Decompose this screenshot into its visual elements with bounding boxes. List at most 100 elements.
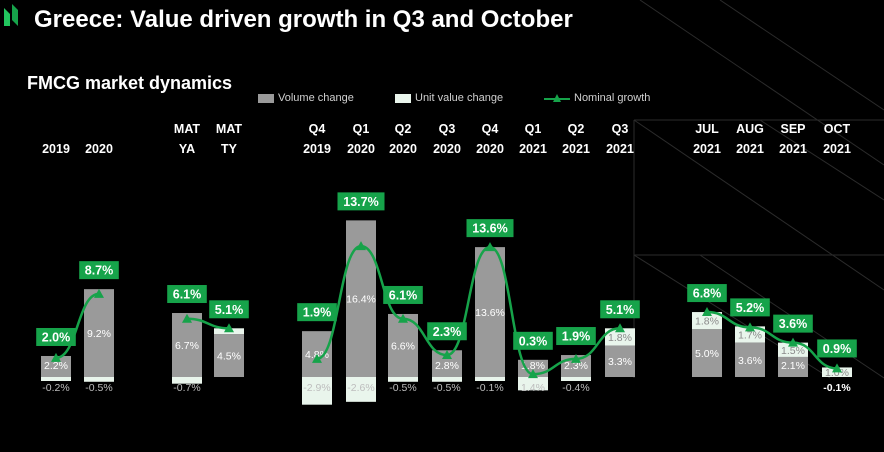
nominal-value-label: 0.9%: [823, 342, 852, 356]
category-label-bottom: 2021: [779, 142, 807, 156]
nominal-value-badge: 3.6%: [773, 314, 813, 333]
nominal-badge-box: [773, 314, 813, 333]
unit-value-bar: [84, 377, 114, 382]
unit-value-bar: [692, 312, 722, 330]
category-label-top: Q4: [482, 122, 499, 136]
nominal-badge-box: [730, 298, 770, 317]
unit-value-label: 1.7%: [738, 330, 762, 342]
category-label-top: Q2: [395, 122, 412, 136]
nominal-value-label: 1.9%: [303, 306, 332, 320]
nominal-marker-icon: [312, 353, 322, 363]
nominal-badge-box: [79, 261, 119, 280]
nominal-value-badge: 5.2%: [730, 298, 770, 317]
category-label-top: Q3: [439, 122, 456, 136]
nominal-value-badge: 1.9%: [297, 303, 337, 322]
chart-subtitle: FMCG market dynamics: [27, 73, 233, 93]
nominal-marker-icon: [182, 313, 192, 323]
unit-value-label: -0.5%: [85, 382, 112, 394]
unit-value-bar: [605, 328, 635, 346]
unit-value-bar: [172, 377, 202, 384]
category-label-bottom: 2021: [823, 142, 851, 156]
category-label-bottom: 2021: [562, 142, 590, 156]
unit-value-bar: [302, 377, 332, 405]
volume-value-label: 2.8%: [435, 360, 459, 372]
nominal-badge-box: [383, 285, 423, 304]
nominal-marker-icon: [224, 323, 234, 333]
nominal-value-label: 13.7%: [343, 195, 378, 209]
volume-bar: [41, 355, 71, 377]
category-label-top: OCT: [824, 122, 851, 136]
volume-value-label: 3.3%: [608, 356, 632, 368]
volume-bar: [84, 289, 114, 377]
category-label-bottom: 2020: [476, 142, 504, 156]
nominal-value-label: 2.0%: [42, 330, 71, 344]
nominal-value-badge: 13.6%: [466, 219, 514, 238]
unit-value-bar: [561, 377, 591, 381]
volume-bar: [214, 334, 244, 377]
nominal-badge-box: [556, 327, 596, 346]
slide-title: Greece: Value driven growth in Q3 and Oc…: [34, 6, 573, 33]
volume-value-label: 16.4%: [346, 294, 376, 306]
nominal-marker-icon: [528, 369, 538, 379]
nominal-badge-box: [36, 327, 76, 346]
volume-value-label: 3.6%: [738, 355, 762, 367]
legend-volume-label: Volume change: [278, 92, 354, 104]
unit-value-label: -0.5%: [389, 382, 416, 394]
legend-item-volume: Volume change: [258, 92, 354, 104]
category-label-bottom: 2021: [736, 142, 764, 156]
unit-value-bar: [346, 377, 376, 402]
nominal-badge-box: [167, 285, 207, 304]
volume-value-label: 2.2%: [44, 360, 68, 372]
pattern-line: [633, 119, 884, 291]
category-label-bottom: 2021: [693, 142, 721, 156]
nominal-value-badge: 6.1%: [383, 285, 423, 304]
nominal-value-label: 8.7%: [85, 264, 114, 278]
nominal-value-badge: 6.8%: [687, 284, 727, 303]
volume-value-label: 6.6%: [391, 340, 415, 352]
unit-value-label: -0.4%: [562, 382, 589, 394]
unit-value-label: 1.4%: [521, 382, 545, 394]
nominal-value-badge: 8.7%: [79, 261, 119, 280]
nominal-marker-icon: [832, 363, 842, 373]
nominal-badge-box: [817, 339, 857, 358]
unit-value-bar: [518, 377, 548, 391]
nominal-badge-box: [687, 284, 727, 303]
unit-value-swatch-icon: [395, 93, 411, 103]
volume-bar: [778, 356, 808, 377]
category-label-bottom: YA: [179, 142, 195, 156]
oct-below-label: -0.1%: [823, 382, 851, 394]
nominal-value-badge: 0.3%: [513, 331, 553, 350]
pattern-line: [639, 0, 884, 166]
nominal-value-badge: 2.3%: [427, 322, 467, 341]
legend-item-unit-value: Unit value change: [395, 92, 503, 104]
unit-value-label: 1.0%: [825, 367, 849, 379]
unit-value-label: -0.5%: [433, 382, 460, 394]
category-label-top: MAT: [174, 122, 201, 136]
pattern-line: [759, 119, 884, 201]
category-label-top: AUG: [736, 122, 764, 136]
nominal-value-label: 5.1%: [606, 303, 635, 317]
category-label-top: MAT: [216, 122, 243, 136]
background-pattern: [633, 0, 884, 379]
volume-value-label: 4.5%: [217, 351, 241, 363]
nominal-value-label: 13.6%: [472, 222, 507, 236]
volume-value-label: 2.3%: [564, 360, 588, 372]
nominal-value-label: 6.1%: [389, 288, 418, 302]
nominal-marker-icon: [94, 288, 104, 298]
category-label-top: Q2: [568, 122, 585, 136]
nominal-badge-box: [209, 300, 249, 319]
volume-value-label: 5.0%: [695, 348, 719, 360]
legend-unit-value-label: Unit value change: [415, 92, 504, 104]
category-label-bottom: 2021: [606, 142, 634, 156]
unit-value-bar: [778, 342, 808, 357]
nominal-marker-icon: [356, 241, 366, 251]
nominal-value-label: 3.6%: [779, 317, 808, 331]
nominal-marker-icon: [788, 337, 798, 347]
nominal-badge-box: [513, 331, 553, 350]
category-label-bottom: TY: [221, 142, 238, 156]
nominal-marker-icon: [571, 353, 581, 363]
nominal-value-label: 1.9%: [562, 330, 591, 344]
volume-swatch-icon: [258, 93, 274, 103]
nominal-marker-icon: [442, 350, 452, 360]
unit-value-bar: [41, 377, 71, 381]
